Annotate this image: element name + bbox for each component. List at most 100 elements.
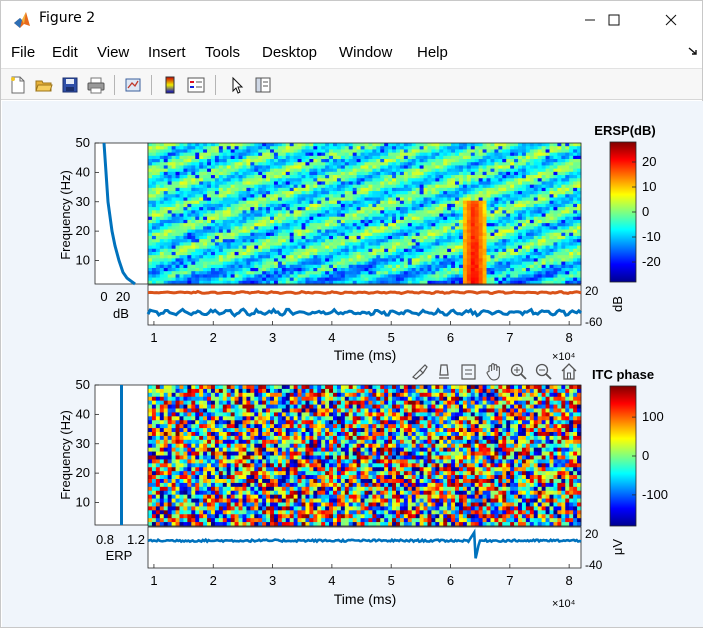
ersp-cell: [525, 159, 531, 163]
ersp-cell: [301, 239, 306, 243]
ersp-cell: [490, 274, 495, 278]
ersp-cell: [203, 213, 208, 218]
ersp-cell: [494, 181, 499, 186]
ersp-cell: [561, 280, 566, 285]
close-button[interactable]: [648, 1, 694, 39]
ersp-cell: [238, 213, 243, 218]
ersp-cell: [258, 178, 263, 182]
ersp-cell: [407, 168, 413, 173]
menu-window[interactable]: Window: [339, 44, 393, 61]
ersp-cell: [403, 235, 409, 240]
ersp-cell: [258, 194, 263, 198]
ersp-cell: [187, 168, 192, 173]
ersp-cell: [506, 200, 511, 205]
ersp-cell: [565, 187, 570, 192]
ersp-cell: [218, 178, 224, 182]
ersp-cell: [360, 187, 365, 192]
restore-icon[interactable]: [461, 364, 476, 380]
brush-icon[interactable]: [412, 364, 428, 380]
ersp-cell: [289, 159, 295, 163]
ersp-cell: [167, 226, 173, 230]
menu-insert[interactable]: Insert: [148, 44, 186, 61]
ersp-cell: [329, 168, 334, 173]
menu-tools[interactable]: Tools: [205, 44, 241, 61]
ersp-cell: [458, 155, 464, 160]
ersp-cell: [541, 181, 546, 186]
ersp-cell: [372, 248, 377, 253]
ersp-cell: [384, 239, 389, 243]
ersp-cell: [175, 223, 180, 227]
ersp-cell: [478, 235, 483, 240]
ersp-cell: [529, 143, 535, 147]
ersp-cell: [340, 165, 346, 170]
ersp-cell: [171, 184, 176, 189]
new-file-icon[interactable]: [7, 74, 29, 96]
ersp-cell: [238, 191, 243, 195]
ersp-cell: [399, 219, 405, 224]
open-folder-icon[interactable]: [33, 74, 55, 96]
ersp-cell: [238, 258, 243, 262]
ersp-cell: [148, 187, 153, 192]
ersp-cell: [545, 191, 550, 195]
pointer-icon[interactable]: [226, 74, 248, 96]
itc-heatmap[interactable]: [147, 384, 582, 527]
ersp-cell: [336, 162, 342, 166]
ersp-cell: [521, 165, 527, 170]
maximize-button[interactable]: [591, 1, 637, 39]
ersp-cell: [443, 155, 448, 160]
ersp-cell: [179, 255, 184, 259]
dock-arrow-icon[interactable]: [687, 45, 699, 57]
menu-desktop[interactable]: Desktop: [262, 44, 318, 61]
ersp-cell: [368, 245, 373, 250]
ersp-cell: [506, 277, 511, 282]
ersp-cell: [388, 223, 393, 227]
print-icon[interactable]: [85, 74, 107, 96]
ersp-cell: [340, 200, 346, 205]
ersp-cell: [325, 181, 330, 186]
ersp-cell: [301, 280, 306, 285]
ersp-cell: [273, 271, 279, 275]
ersp-heatmap[interactable]: [147, 142, 582, 285]
ersp-cell: [226, 155, 232, 160]
pan-icon[interactable]: [486, 363, 500, 381]
menu-edit[interactable]: Edit: [52, 44, 78, 61]
ersp-cell: [549, 162, 554, 166]
ersp-cell: [423, 213, 428, 218]
zoom-out-icon[interactable]: [535, 363, 552, 380]
ersp-cell: [521, 261, 527, 266]
menu-view[interactable]: View: [97, 44, 130, 61]
ersp-cell: [277, 264, 283, 269]
menu-file[interactable]: File: [11, 44, 36, 61]
ersp-cell: [277, 191, 283, 195]
ersp-colorbar[interactable]: [609, 141, 637, 283]
ersp-cell: [423, 248, 428, 253]
legend-icon[interactable]: [185, 74, 207, 96]
ersp-cell: [573, 178, 578, 182]
ersp-cell: [569, 200, 574, 205]
link-plot-icon[interactable]: [122, 74, 144, 96]
ersp-cell: [218, 197, 224, 202]
ersp-cell: [203, 264, 208, 269]
ersp-cell: [321, 165, 326, 170]
ersp-cell: [207, 229, 212, 234]
ersp-cell: [285, 194, 291, 198]
ersp-cell: [317, 197, 322, 202]
ersp-cell: [478, 146, 483, 150]
ersp-cell: [415, 219, 421, 224]
menu-help[interactable]: Help: [417, 44, 448, 61]
ersp-bottom-panel[interactable]: [146, 284, 583, 326]
save-icon[interactable]: [59, 74, 81, 96]
ersp-cell: [230, 152, 235, 157]
ersp-cell: [313, 162, 318, 166]
ersp-cell: [447, 152, 452, 157]
ersp-cell: [195, 197, 200, 202]
zoom-in-icon[interactable]: [510, 363, 527, 380]
property-inspector-icon[interactable]: [252, 74, 274, 96]
colorbar-icon[interactable]: [159, 74, 181, 96]
ersp-cell: [474, 184, 480, 189]
ersp-cell: [443, 223, 448, 227]
home-icon[interactable]: [561, 363, 577, 380]
ersp-cell: [384, 210, 389, 214]
minimize-button[interactable]: [567, 1, 613, 39]
data-tips-icon[interactable]: [439, 364, 449, 379]
